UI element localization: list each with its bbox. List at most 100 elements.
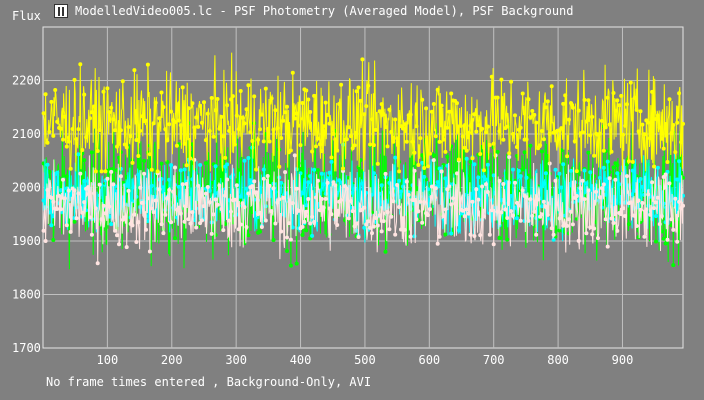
data-point	[437, 234, 442, 239]
data-point	[128, 134, 133, 139]
data-point	[578, 186, 583, 191]
data-point	[379, 183, 384, 188]
data-point	[321, 124, 326, 129]
data-point	[615, 98, 620, 103]
data-point	[626, 159, 631, 164]
data-point	[597, 195, 602, 200]
data-point	[623, 123, 628, 128]
data-point	[393, 155, 398, 160]
data-point	[655, 195, 660, 200]
data-point	[337, 102, 342, 106]
data-point	[582, 97, 587, 102]
data-point	[540, 204, 544, 209]
data-point	[145, 219, 150, 223]
data-point	[118, 174, 123, 179]
data-point	[99, 169, 104, 174]
data-point	[333, 137, 338, 142]
data-point	[298, 143, 303, 148]
data-point	[362, 205, 367, 210]
data-point	[62, 196, 67, 201]
data-point	[545, 212, 550, 217]
data-point	[325, 180, 330, 185]
data-point	[561, 101, 566, 106]
data-point	[652, 206, 656, 211]
data-point	[126, 125, 131, 129]
data-point	[339, 198, 344, 203]
data-point	[675, 120, 680, 125]
data-point	[124, 145, 129, 150]
data-point	[49, 223, 54, 228]
data-point	[677, 199, 682, 204]
data-point	[569, 209, 573, 214]
data-point	[532, 209, 537, 214]
data-point	[462, 145, 467, 150]
data-point	[507, 151, 512, 156]
data-point	[169, 220, 174, 225]
data-point	[551, 232, 556, 237]
data-point	[41, 228, 46, 233]
data-point	[211, 134, 216, 139]
data-point	[513, 180, 517, 185]
data-point	[173, 165, 177, 170]
x-tick-label: 200	[161, 353, 183, 367]
data-point	[103, 211, 108, 216]
data-point	[381, 112, 386, 117]
data-point	[327, 170, 332, 175]
data-point	[511, 167, 515, 172]
data-point	[145, 62, 150, 67]
data-point	[654, 214, 658, 219]
data-point	[230, 94, 235, 99]
series-line	[43, 52, 684, 172]
data-point	[424, 106, 429, 111]
data-point	[323, 100, 328, 105]
data-point	[317, 142, 322, 147]
data-point	[607, 122, 612, 127]
data-point	[356, 85, 361, 90]
data-point	[482, 214, 486, 219]
data-point	[516, 168, 521, 173]
app-icon[interactable]	[54, 4, 68, 18]
data-point	[464, 156, 469, 161]
data-point	[317, 182, 322, 187]
data-point	[167, 122, 172, 127]
data-point	[381, 219, 386, 224]
data-point	[601, 165, 606, 170]
data-point	[574, 169, 579, 174]
data-point	[254, 190, 259, 195]
data-point	[296, 208, 301, 213]
data-point	[273, 221, 278, 226]
data-point	[346, 216, 351, 221]
data-point	[422, 174, 427, 179]
data-point	[107, 204, 112, 209]
data-point	[118, 128, 123, 133]
data-point	[426, 164, 430, 169]
data-point	[669, 217, 674, 222]
data-point	[675, 239, 680, 244]
data-point	[628, 200, 633, 205]
data-point	[145, 196, 150, 201]
data-point	[428, 207, 432, 212]
data-point	[225, 103, 230, 108]
data-point	[605, 159, 610, 164]
data-point	[285, 104, 289, 109]
data-point	[667, 199, 672, 204]
data-point	[259, 225, 264, 229]
data-point	[621, 132, 626, 137]
data-point	[169, 109, 174, 114]
data-point	[173, 236, 177, 241]
data-point	[167, 188, 172, 192]
data-point	[82, 158, 87, 163]
data-point	[290, 70, 295, 75]
data-point	[294, 186, 299, 191]
data-point	[165, 196, 170, 201]
data-point	[609, 216, 614, 221]
data-point	[41, 111, 46, 116]
data-point	[240, 201, 245, 206]
data-point	[607, 176, 612, 181]
data-point	[55, 170, 60, 175]
data-point	[665, 237, 670, 242]
y-tick-label: 1900	[12, 234, 41, 248]
data-point	[418, 199, 423, 204]
data-point	[136, 172, 141, 177]
data-point	[468, 159, 473, 164]
